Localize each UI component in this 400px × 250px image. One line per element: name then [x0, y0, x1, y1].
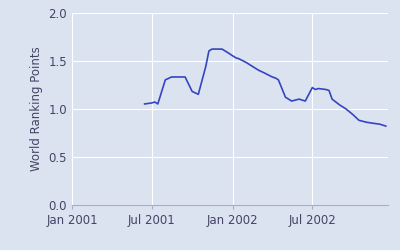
Y-axis label: World Ranking Points: World Ranking Points	[30, 46, 43, 171]
